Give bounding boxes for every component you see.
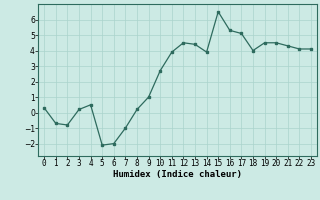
X-axis label: Humidex (Indice chaleur): Humidex (Indice chaleur) — [113, 170, 242, 179]
